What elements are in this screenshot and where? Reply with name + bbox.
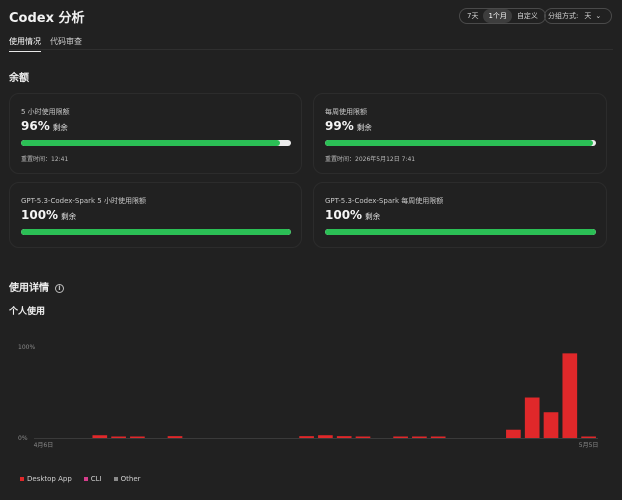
reset-time: 重置时间：2026年5月12日 7:41 bbox=[325, 156, 416, 163]
limit-card-spark-weekly: GPT-5.3-Codex-Spark 每周使用限额 100% 剩余 bbox=[313, 182, 607, 248]
usage-bar[interactable] bbox=[318, 435, 333, 438]
card-label: GPT-5.3-Codex-Spark 5 小时使用限额 bbox=[21, 197, 146, 205]
chart-legend: Desktop App CLI Other bbox=[20, 475, 141, 483]
reset-time: 重置时间：12:41 bbox=[21, 156, 69, 163]
progress-bar bbox=[325, 229, 596, 235]
usage-bar[interactable] bbox=[543, 412, 559, 438]
groupby-label: 分组方式: bbox=[548, 12, 579, 20]
range-custom-button[interactable]: 自定义 bbox=[516, 12, 538, 20]
card-percent: 100% 剩余 bbox=[325, 208, 381, 222]
usage-bar[interactable] bbox=[524, 397, 540, 438]
usage-bar[interactable] bbox=[393, 436, 408, 439]
groupby-dropdown[interactable]: 分组方式: 天 ⌄ bbox=[544, 8, 612, 24]
personal-usage-subtitle: 个人使用 bbox=[9, 307, 46, 317]
card-percent: 99% 剩余 bbox=[325, 119, 372, 133]
time-range-selector[interactable]: 7天 1个月 自定义 bbox=[459, 8, 546, 24]
card-label: 5 小时使用限额 bbox=[21, 108, 70, 116]
usage-bar[interactable] bbox=[130, 436, 145, 439]
tab-code-review[interactable]: 代码审查 bbox=[50, 37, 82, 46]
legend-desktop[interactable]: Desktop App bbox=[20, 475, 72, 483]
x-tick-label: 5月5日 bbox=[579, 442, 599, 449]
tab-divider bbox=[9, 49, 613, 50]
page-title: Codex 分析 bbox=[9, 11, 85, 26]
limit-card-weekly: 每周使用限额 99% 剩余 重置时间：2026年5月12日 7:41 bbox=[313, 93, 607, 174]
progress-bar bbox=[325, 140, 596, 146]
x-tick-label: 4月6日 bbox=[34, 442, 54, 449]
card-percent: 100% 剩余 bbox=[21, 208, 77, 222]
usage-bar[interactable] bbox=[167, 436, 183, 438]
progress-fill bbox=[21, 229, 291, 235]
usage-bar[interactable] bbox=[506, 429, 521, 438]
legend-other[interactable]: Other bbox=[113, 475, 141, 483]
usage-bar[interactable] bbox=[581, 436, 596, 439]
limit-card-5h: 5 小时使用限额 96% 剩余 重置时间：12:41 bbox=[9, 93, 302, 174]
usage-bar[interactable] bbox=[92, 435, 108, 438]
y-tick-label: 0% bbox=[18, 435, 28, 442]
range-7d-button[interactable]: 7天 bbox=[467, 12, 479, 20]
usage-bar-chart: 100% 0% 4月6日 5月5日 bbox=[18, 344, 599, 449]
balance-heading: 余额 bbox=[9, 73, 29, 84]
usage-bar[interactable] bbox=[299, 436, 314, 438]
range-1m-button[interactable]: 1个月 bbox=[483, 9, 512, 23]
progress-fill bbox=[21, 140, 281, 146]
limit-card-spark-5h: GPT-5.3-Codex-Spark 5 小时使用限额 100% 剩余 bbox=[9, 182, 302, 248]
legend-cli[interactable]: CLI bbox=[83, 475, 102, 483]
tab-usage[interactable]: 使用情况 bbox=[9, 36, 41, 52]
groupby-value: 天 bbox=[584, 12, 592, 20]
progress-fill bbox=[325, 140, 594, 146]
chevron-down-icon: ⌄ bbox=[595, 12, 602, 20]
progress-bar bbox=[21, 140, 291, 146]
card-percent: 96% 剩余 bbox=[21, 119, 68, 133]
card-label: 每周使用限额 bbox=[325, 108, 367, 116]
usage-bar[interactable] bbox=[430, 436, 446, 439]
progress-bar bbox=[21, 229, 291, 235]
usage-bar[interactable] bbox=[111, 436, 126, 439]
usage-bar[interactable] bbox=[336, 436, 352, 438]
card-label: GPT-5.3-Codex-Spark 每周使用限额 bbox=[325, 197, 444, 205]
usage-details-heading: 使用详情 i bbox=[9, 279, 64, 294]
y-tick-label: 100% bbox=[18, 344, 35, 351]
usage-bar[interactable] bbox=[355, 436, 371, 439]
usage-bar[interactable] bbox=[562, 353, 578, 438]
tab-bar: 使用情况 代码审查 bbox=[9, 36, 82, 52]
info-icon[interactable]: i bbox=[55, 283, 64, 293]
usage-bar[interactable] bbox=[412, 436, 427, 439]
progress-fill bbox=[325, 229, 596, 235]
